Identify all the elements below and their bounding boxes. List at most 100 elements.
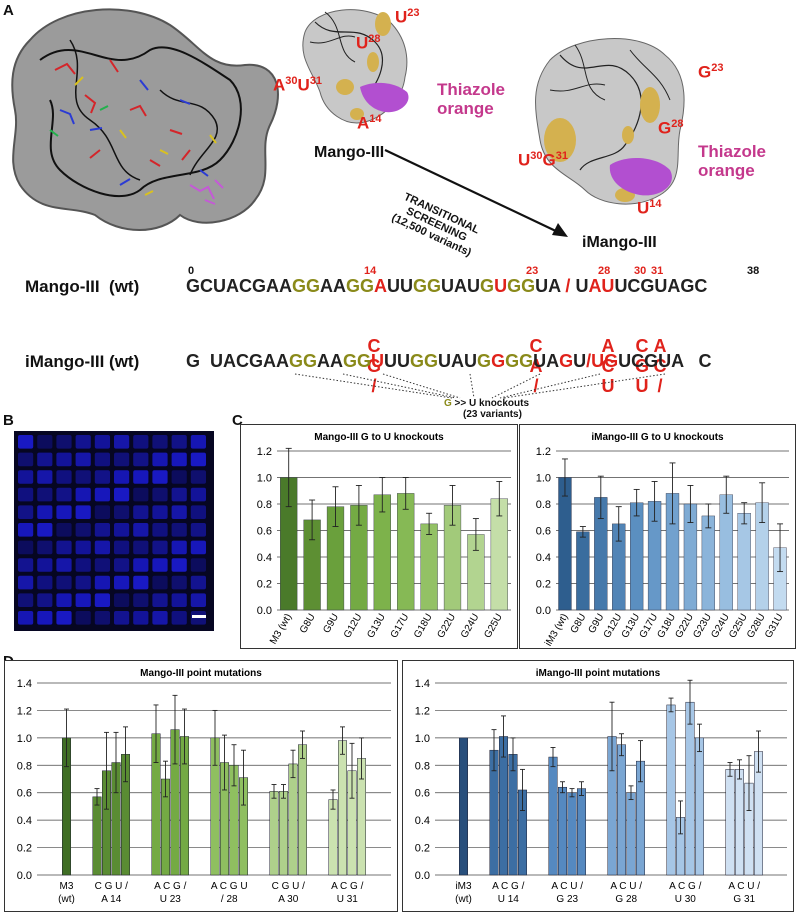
seq-segment: GG — [413, 276, 442, 296]
array-spot — [114, 487, 130, 502]
bar — [420, 523, 438, 611]
array-spot — [37, 593, 53, 607]
seq-segment: A — [374, 276, 388, 296]
seq-segment: U — [575, 276, 589, 296]
x-tick-label: G8U — [569, 612, 589, 635]
array-spot — [171, 452, 187, 467]
seq-segment: UCGUAGC — [614, 276, 708, 296]
seq-segment: UCGUA C — [618, 351, 712, 371]
y-tick-label: 0.8 — [257, 499, 272, 511]
scale-bar — [192, 615, 206, 618]
array-spot — [75, 435, 91, 449]
bar — [695, 737, 704, 876]
group-label-top: A C G / — [154, 881, 186, 892]
array-spot — [133, 540, 149, 555]
y-tick-label: 1.2 — [257, 446, 272, 458]
array-spot — [114, 575, 130, 590]
array-spot — [190, 540, 206, 555]
panel-letter-c: C — [232, 412, 243, 429]
bar — [701, 515, 715, 611]
array-spot — [152, 452, 168, 467]
array-spot — [75, 505, 91, 519]
mutation-stack-23: C A / — [529, 336, 543, 396]
group-label-bottom: U 14 — [498, 894, 520, 905]
array-spot — [18, 452, 34, 467]
knockout-label: G >> U knockouts — [444, 398, 530, 409]
array-spot — [18, 558, 34, 572]
array-spot — [190, 593, 206, 607]
seq-segment: UAU — [438, 351, 478, 371]
seq-segment: GG — [289, 351, 318, 371]
group-label-top: A C U / — [610, 881, 642, 892]
group-label-bottom: U 30 — [675, 894, 697, 905]
y-tick-label: 1.4 — [415, 678, 430, 690]
group-label-top: A C U / — [551, 881, 583, 892]
array-spot — [56, 575, 72, 590]
array-spot — [75, 593, 91, 607]
bar — [735, 769, 744, 876]
array-spot — [190, 558, 206, 572]
array-spot — [133, 523, 149, 537]
bar — [397, 493, 415, 611]
chart-title: iMango-III point mutations — [536, 668, 661, 679]
group-label-bottom: G 23 — [556, 894, 578, 905]
seq-segment: G — [480, 276, 495, 296]
x-tick-label: G12U — [342, 612, 365, 640]
x-tick-label: G24U — [459, 612, 482, 640]
array-spot — [171, 540, 187, 555]
chart-c-left: Mango-III G to U knockouts 0.0 0.2 0.4 0.6 0.… — [240, 424, 518, 649]
array-spot — [171, 435, 187, 449]
seq-segment: UA — [535, 276, 561, 296]
group-label-bottom: A 30 — [278, 894, 298, 905]
array-spot — [133, 452, 149, 467]
array-spot — [18, 505, 34, 519]
array-spot — [94, 435, 110, 449]
group-label-top: A C G / — [492, 881, 524, 892]
array-spot — [171, 505, 187, 519]
array-spot — [56, 505, 72, 519]
bar — [737, 513, 751, 611]
array-spot — [94, 505, 110, 519]
y-tick-label: 1.0 — [536, 473, 551, 485]
array-spot — [171, 558, 187, 572]
pos-23: 23 — [526, 265, 539, 277]
x-tick-label: iM3 (wt) — [543, 612, 570, 648]
chart-title: iMango-III G to U knockouts — [591, 432, 724, 443]
y-tick-label: 1.2 — [415, 705, 430, 717]
array-spot — [37, 452, 53, 467]
group-label-top: A C G / — [669, 881, 701, 892]
seq-segment: GG — [507, 276, 536, 296]
array-spot — [37, 470, 53, 484]
x-tick-label: M3 (wt) — [268, 612, 294, 646]
bar — [630, 502, 644, 611]
seq-segment: G UACGAA — [186, 351, 289, 371]
array-spot — [56, 487, 72, 502]
bar — [617, 744, 626, 876]
array-spot — [56, 523, 72, 537]
y-tick-label: 1.4 — [17, 678, 32, 690]
pos-38: 38 — [747, 265, 760, 277]
array-spot — [171, 611, 187, 625]
array-spot — [171, 523, 187, 537]
array-spot — [152, 593, 168, 607]
y-tick-label: 0.8 — [415, 760, 430, 772]
seq-segment: GG — [410, 351, 439, 371]
array-spot — [94, 452, 110, 467]
array-spot — [37, 505, 53, 519]
array-spot — [56, 435, 72, 449]
array-spot — [190, 452, 206, 467]
array-spot — [152, 575, 168, 590]
array-spot — [37, 435, 53, 449]
fluorescence-array-image — [14, 431, 214, 631]
array-spot — [114, 470, 130, 484]
array-spot — [18, 593, 34, 607]
knockout-pointer-lines — [294, 373, 666, 399]
array-spot — [171, 487, 187, 502]
y-tick-label: 0.0 — [536, 605, 551, 617]
y-tick-label: 0.4 — [257, 552, 272, 564]
array-spot — [37, 523, 53, 537]
array-spot — [114, 593, 130, 607]
bar — [279, 791, 288, 876]
label-thiazole-orange-right: Thiazole orange — [698, 142, 767, 180]
